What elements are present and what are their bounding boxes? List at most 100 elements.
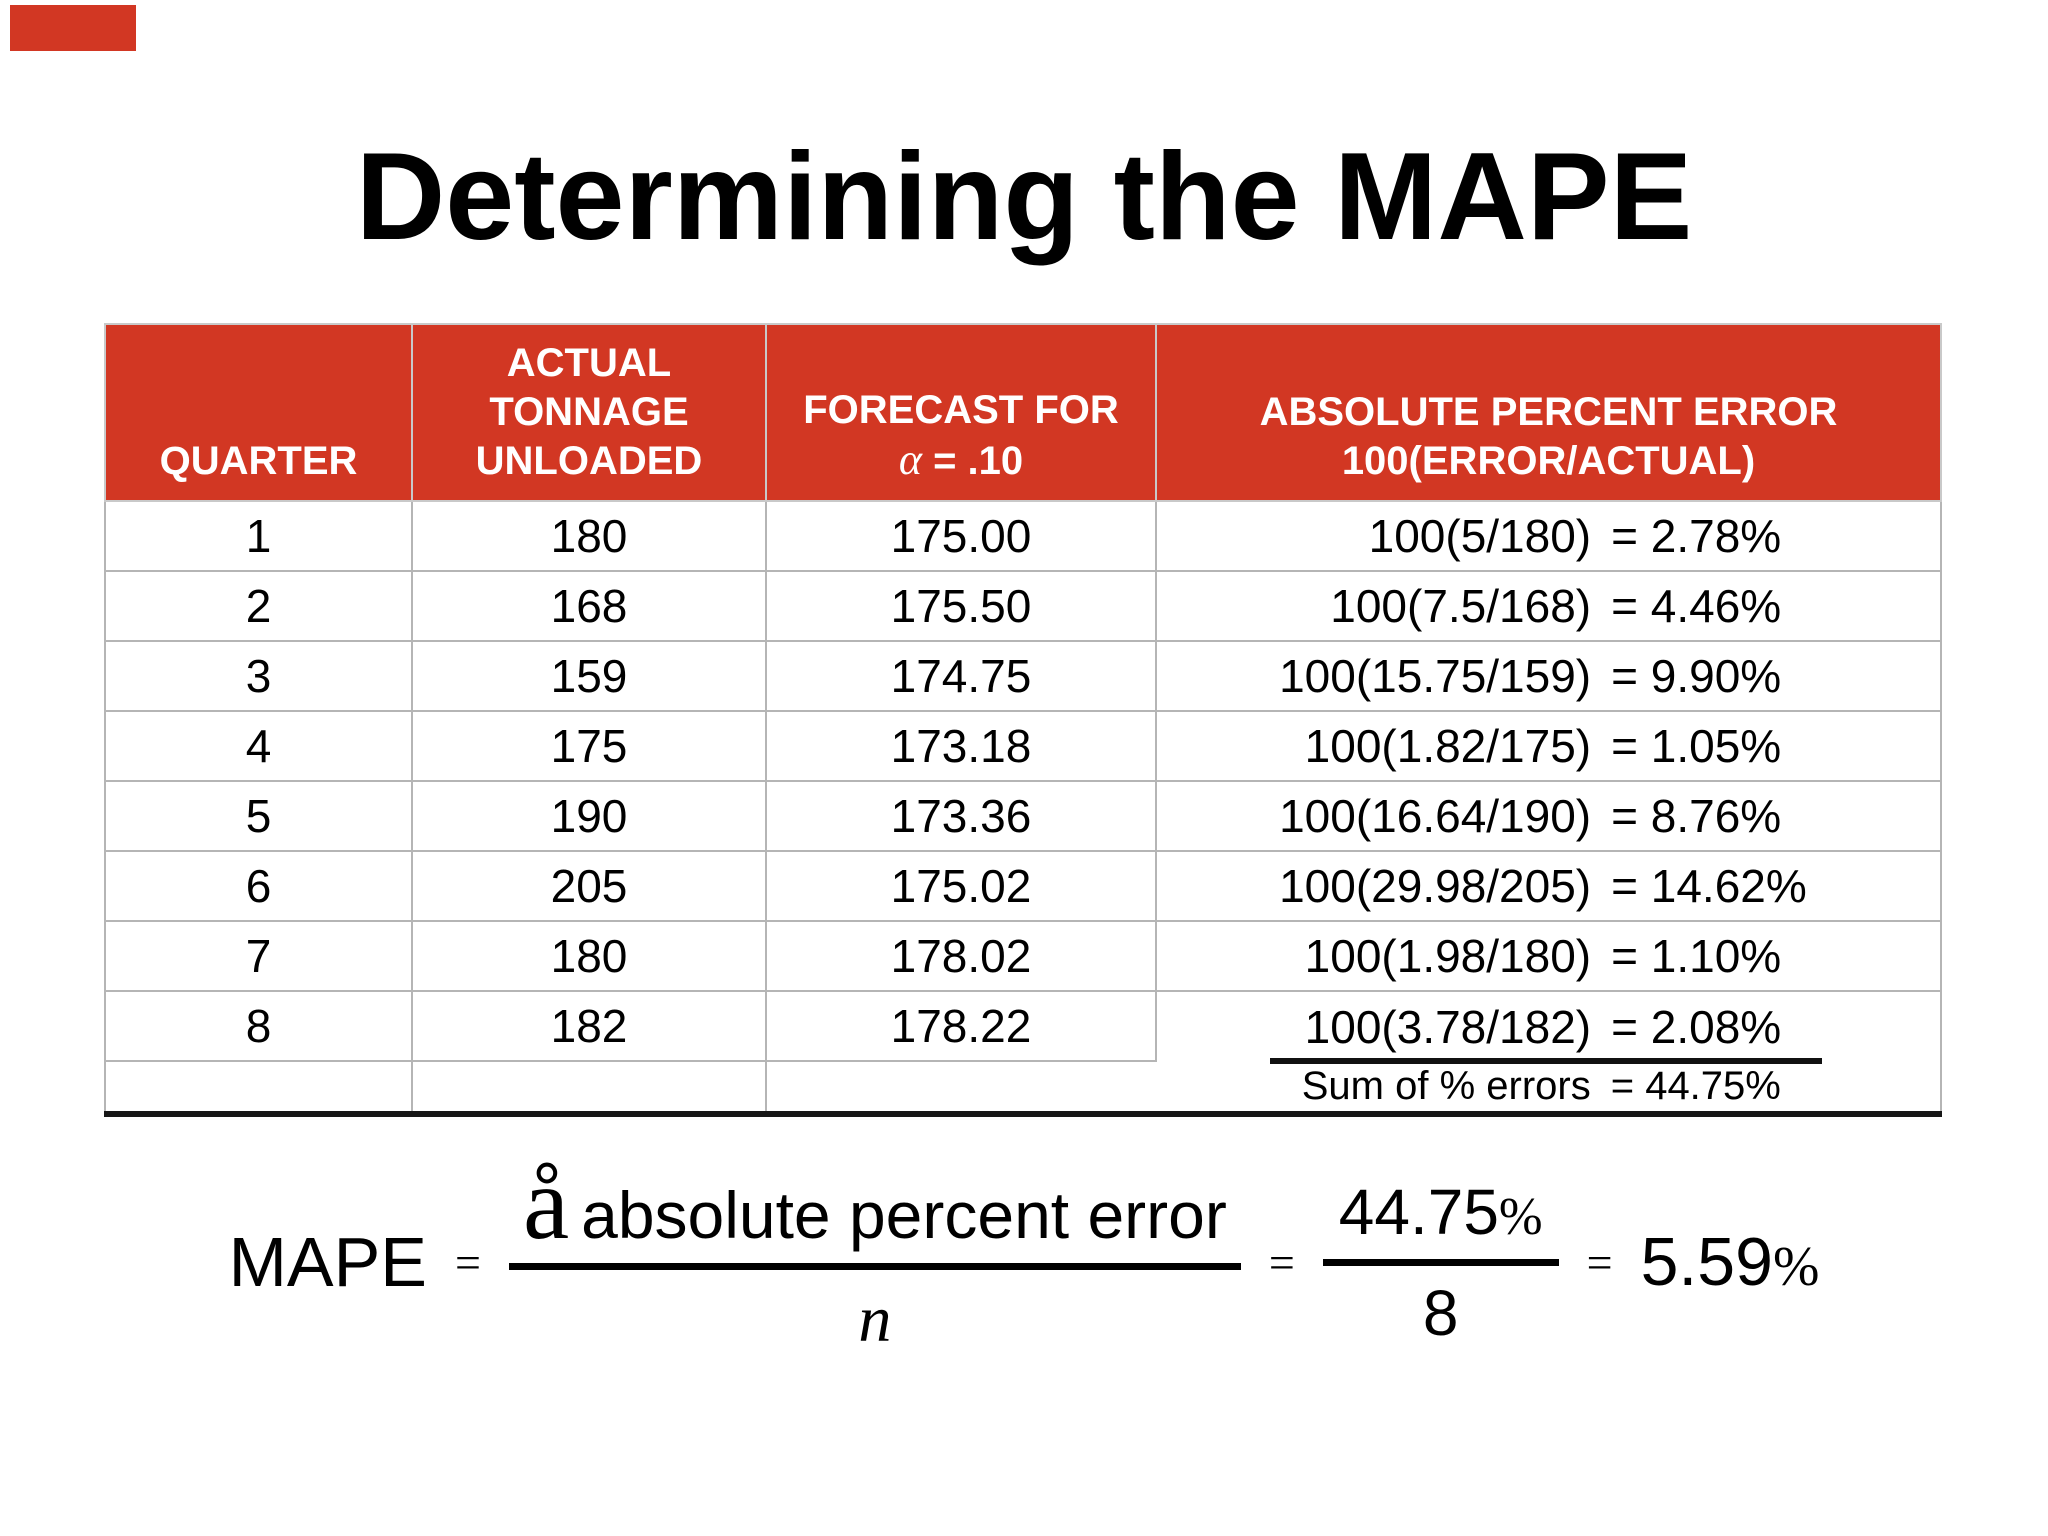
header-actual-line3: UNLOADED — [475, 439, 703, 483]
ape-cell: 100(5/180) = 2.78% — [1155, 500, 1942, 572]
table-row: 2 168 175.50 100(7.5/168) = 4.46% — [104, 570, 1942, 642]
quarter-cell: 5 — [104, 780, 413, 852]
header-actual-line1: ACTUAL — [506, 341, 672, 385]
actual-cell: 175 — [411, 710, 767, 782]
percent-sign: % — [1498, 1187, 1543, 1246]
header-ape-line1: ABSOLUTE PERCENT ERROR — [1259, 390, 1838, 434]
formula-numerator-text: absolute percent error — [581, 1177, 1227, 1252]
ape-value: = 8.76% — [1611, 790, 1782, 842]
equals-sign: = — [454, 1236, 481, 1288]
mape-table-container: QUARTER ACTUAL TONNAGE UNLOADED FORECAST… — [104, 323, 1942, 1117]
table-row: 5 190 173.36 100(16.64/190) = 8.76% — [104, 780, 1942, 852]
ape-cell: 100(1.98/180) = 1.10% — [1155, 920, 1942, 992]
header-abs-percent-error: ABSOLUTE PERCENT ERROR 100(ERROR/ACTUAL) — [1155, 323, 1942, 502]
equals-sign: = — [1586, 1236, 1613, 1288]
actual-cell: 180 — [411, 920, 767, 992]
percent-sign: % — [1772, 1236, 1820, 1298]
sum-percent-number: 44.75 — [1338, 1175, 1499, 1248]
ape-cell: 100(3.78/182) = 2.08% — [1155, 990, 1942, 1061]
header-forecast: FORECAST FOR α = .10 — [765, 323, 1157, 502]
forecast-cell: 173.36 — [765, 780, 1157, 852]
actual-cell: 168 — [411, 570, 767, 642]
header-ape-line2: 100(ERROR/ACTUAL) — [1341, 439, 1756, 483]
ape-expression: 100(3.78/182) — [1304, 1000, 1592, 1053]
ape-expression: 100(7.5/168) — [1330, 580, 1592, 632]
table-row: 6 205 175.02 100(29.98/205) = 14.62% — [104, 850, 1942, 922]
sum-label: Sum of % errors — [1301, 1063, 1591, 1108]
mape-formula: MAPE = å absolute percent error n = 44.7… — [0, 1112, 2048, 1412]
quarter-cell: 3 — [104, 640, 413, 712]
formula-fraction-symbolic: å absolute percent error n — [508, 1145, 1241, 1358]
empty-cell — [104, 1061, 413, 1115]
page-title: Determining the MAPE — [355, 128, 1693, 266]
header-forecast-line1: FORECAST FOR — [803, 388, 1119, 432]
sum-value: = 44.75% — [1610, 1063, 1781, 1108]
forecast-cell: 178.22 — [765, 990, 1157, 1062]
quarter-cell: 4 — [104, 710, 413, 782]
formula-numerator: å absolute percent error — [509, 1145, 1241, 1263]
fraction-bar — [1322, 1258, 1559, 1266]
mape-table: QUARTER ACTUAL TONNAGE UNLOADED FORECAST… — [104, 323, 1942, 1117]
forecast-cell: 175.02 — [765, 850, 1157, 922]
actual-cell: 190 — [411, 780, 767, 852]
sum-cell: Sum of % errors = 44.75% — [1156, 1058, 1942, 1115]
ape-expression: 100(15.75/159) — [1279, 650, 1592, 702]
forecast-cell: 178.02 — [765, 920, 1157, 992]
header-quarter: QUARTER — [104, 323, 413, 502]
ape-cell: 100(15.75/159) = 9.90% — [1155, 640, 1942, 712]
actual-cell: 205 — [411, 850, 767, 922]
formula-result: 5.59% — [1641, 1223, 1820, 1301]
quarter-cell: 2 — [104, 570, 413, 642]
table-row: 4 175 173.18 100(1.82/175) = 1.05% — [104, 710, 1942, 782]
forecast-cell: 174.75 — [765, 640, 1157, 712]
formula-fraction-numeric: 44.75% 8 — [1322, 1175, 1559, 1350]
sigma-glyph: å — [522, 1145, 570, 1261]
header-forecast-line2: α = .10 — [775, 435, 1147, 486]
actual-cell: 180 — [411, 500, 767, 572]
formula-lhs: MAPE — [228, 1223, 427, 1301]
quarter-cell: 6 — [104, 850, 413, 922]
formula-n-value: 8 — [1422, 1276, 1459, 1349]
quarter-cell: 8 — [104, 990, 413, 1062]
forecast-cell: 175.00 — [765, 500, 1157, 572]
ape-cell: 100(7.5/168) = 4.46% — [1155, 570, 1942, 642]
actual-cell: 159 — [411, 640, 767, 712]
header-quarter-label: QUARTER — [159, 439, 358, 483]
ape-expression: 100(1.98/180) — [1304, 930, 1592, 982]
ape-value: = 9.90% — [1611, 650, 1782, 702]
ape-value: = 2.08% — [1611, 1000, 1782, 1053]
sum-rule-line — [1269, 1058, 1823, 1064]
result-number: 5.59 — [1640, 1224, 1773, 1300]
ape-value: = 4.46% — [1611, 580, 1782, 632]
formula-sum-percent: 44.75% — [1323, 1175, 1559, 1259]
actual-cell: 182 — [411, 990, 767, 1062]
ape-expression: 100(1.82/175) — [1304, 720, 1592, 772]
equals-sign: = — [1268, 1236, 1295, 1288]
table-row: 8 182 178.22 100(3.78/182) = 2.08% — [104, 990, 1942, 1062]
ape-expression: 100(16.64/190) — [1279, 790, 1592, 842]
ape-expression: 100(29.98/205) — [1279, 860, 1592, 912]
formula-denominator: n — [858, 1282, 892, 1356]
ape-cell: 100(16.64/190) = 8.76% — [1155, 780, 1942, 852]
fraction-bar — [508, 1262, 1241, 1270]
empty-cell — [411, 1061, 767, 1115]
corner-accent-bar — [10, 5, 136, 51]
empty-cell — [765, 1061, 1156, 1115]
ape-expression: 100(5/180) — [1368, 510, 1592, 562]
forecast-cell: 173.18 — [765, 710, 1157, 782]
ape-cell: 100(29.98/205) = 14.62% — [1155, 850, 1942, 922]
ape-cell: 100(1.82/175) = 1.05% — [1155, 710, 1942, 782]
header-forecast-alpha-value: = .10 — [933, 439, 1024, 483]
ape-value: = 1.05% — [1611, 720, 1782, 772]
quarter-cell: 7 — [104, 920, 413, 992]
table-row: 7 180 178.02 100(1.98/180) = 1.10% — [104, 920, 1942, 992]
sum-row: Sum of % errors = 44.75% — [104, 1058, 1942, 1115]
forecast-cell: 175.50 — [765, 570, 1157, 642]
alpha-symbol: α — [898, 435, 922, 484]
header-actual-tonnage: ACTUAL TONNAGE UNLOADED — [411, 323, 767, 502]
ape-value: = 1.10% — [1611, 930, 1782, 982]
table-row: 1 180 175.00 100(5/180) = 2.78% — [104, 500, 1942, 572]
ape-value: = 2.78% — [1611, 510, 1782, 562]
table-row: 3 159 174.75 100(15.75/159) = 9.90% — [104, 640, 1942, 712]
